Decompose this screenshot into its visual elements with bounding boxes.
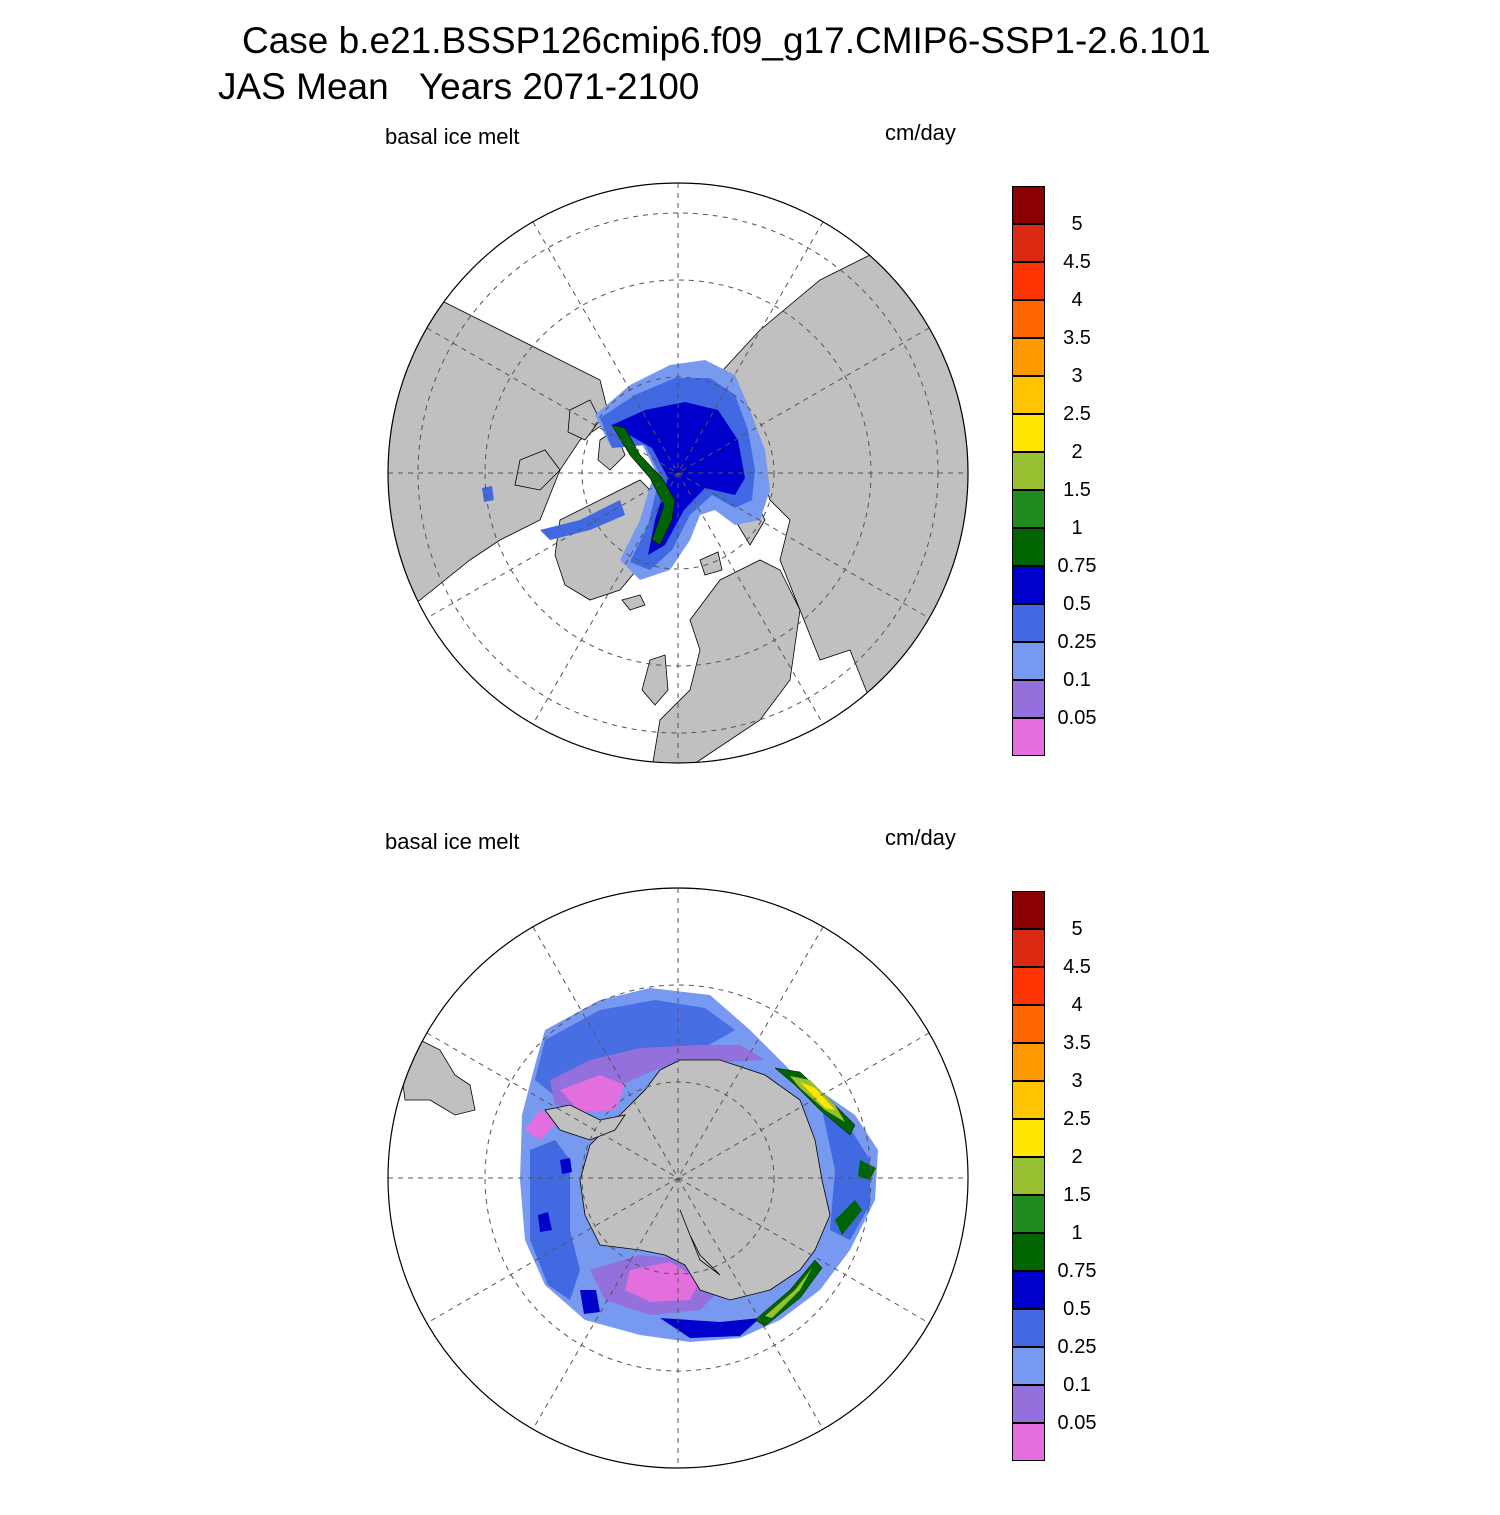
south-colorbar-swatch-5 xyxy=(1012,1043,1045,1081)
north-colorbar-swatch-8 xyxy=(1012,452,1045,490)
south-colorbar-tick-label: 0.5 xyxy=(1063,1298,1091,1320)
north-colorbar-tick-label: 0.75 xyxy=(1057,555,1097,577)
south-colorbar-swatch-10 xyxy=(1012,1233,1045,1271)
south-units-label: cm/day xyxy=(885,825,956,850)
north-colorbar-tick-label: 2.5 xyxy=(1063,403,1091,425)
south-colorbar-tick-label: 5 xyxy=(1071,918,1083,940)
south-colorbar-swatch-1 xyxy=(1012,891,1045,929)
north-colorbar-swatch-14 xyxy=(1012,680,1045,718)
south-colorbar-tick-label: 3.5 xyxy=(1063,1032,1091,1054)
south-colorbar-swatch-12 xyxy=(1012,1309,1045,1347)
south-colorbar-tick-label: 3 xyxy=(1071,1070,1083,1092)
south-colorbar-swatch-6 xyxy=(1012,1081,1045,1119)
south-colorbar-tick-label: 1 xyxy=(1071,1222,1083,1244)
south-america-land xyxy=(399,1039,476,1116)
north-colorbar-swatch-5 xyxy=(1012,338,1045,376)
north-colorbar-swatch-7 xyxy=(1012,414,1045,452)
south-colorbar-swatch-11 xyxy=(1012,1271,1045,1309)
south-variable-label: basal ice melt xyxy=(385,829,520,854)
north-colorbar-swatch-10 xyxy=(1012,528,1045,566)
south-colorbar-swatch-7 xyxy=(1012,1119,1045,1157)
south-colorbar-tick-label: 2.5 xyxy=(1063,1108,1091,1130)
north-colorbar-swatch-15 xyxy=(1012,718,1045,756)
south-colorbar-tick-label: 2 xyxy=(1071,1146,1083,1168)
north-colorbar-swatch-12 xyxy=(1012,604,1045,642)
north-colorbar-tick-label: 0.5 xyxy=(1063,593,1091,615)
south-colorbar-swatch-14 xyxy=(1012,1385,1045,1423)
north-colorbar-tick-label: 4.5 xyxy=(1063,251,1091,273)
south-colorbar-swatch-4 xyxy=(1012,1005,1045,1043)
north-colorbar-swatch-1 xyxy=(1012,186,1045,224)
south-colorbar-tick-label: 0.25 xyxy=(1057,1336,1097,1358)
north-units-label: cm/day xyxy=(885,120,956,145)
north-colorbar-tick-label: 1 xyxy=(1071,517,1083,539)
north-colorbar-tick-label: 2 xyxy=(1071,441,1083,463)
south-colorbar-swatch-15 xyxy=(1012,1423,1045,1461)
north-panel: basal ice melt cm/day xyxy=(0,110,1500,810)
south-colorbar-tick-label: 4.5 xyxy=(1063,956,1091,978)
north-colorbar-swatch-2 xyxy=(1012,224,1045,262)
antarctic-map xyxy=(387,887,969,1469)
north-colorbar-tick-label: 0.25 xyxy=(1057,631,1097,653)
north-colorbar-swatch-13 xyxy=(1012,642,1045,680)
north-colorbar-tick-label: 3 xyxy=(1071,365,1083,387)
north-colorbar-swatch-11 xyxy=(1012,566,1045,604)
north-colorbar-swatch-9 xyxy=(1012,490,1045,528)
south-colorbar-swatch-2 xyxy=(1012,929,1045,967)
south-colorbar-tick-label: 0.1 xyxy=(1063,1374,1091,1396)
figure-title-line1: Case b.e21.BSSP126cmip6.f09_g17.CMIP6-SS… xyxy=(242,20,1211,61)
south-colorbar-tick-label: 4 xyxy=(1071,994,1083,1016)
north-colorbar-swatch-3 xyxy=(1012,262,1045,300)
north-colorbar-swatch-4 xyxy=(1012,300,1045,338)
north-colorbar-tick-label: 0.05 xyxy=(1057,707,1097,729)
south-colorbar-tick-label: 0.05 xyxy=(1057,1412,1097,1434)
arctic-graticule xyxy=(388,183,968,763)
antarctic-peninsula-land xyxy=(544,1104,626,1141)
south-colorbar-tick-label: 1.5 xyxy=(1063,1184,1091,1206)
north-colorbar-tick-label: 0.1 xyxy=(1063,669,1091,691)
south-colorbar-tick-label: 0.75 xyxy=(1057,1260,1097,1282)
south-colorbar-swatch-13 xyxy=(1012,1347,1045,1385)
south-colorbar-swatch-8 xyxy=(1012,1157,1045,1195)
south-panel: basal ice melt cm/day xyxy=(0,815,1500,1515)
antarctic-graticule xyxy=(388,888,968,1468)
north-variable-label: basal ice melt xyxy=(385,124,520,149)
north-colorbar-tick-label: 1.5 xyxy=(1063,479,1091,501)
arctic-map xyxy=(387,182,969,764)
south-colorbar-swatch-9 xyxy=(1012,1195,1045,1233)
north-colorbar-tick-label: 3.5 xyxy=(1063,327,1091,349)
north-colorbar-tick-label: 4 xyxy=(1071,289,1083,311)
north-colorbar-tick-label: 5 xyxy=(1071,213,1083,235)
south-colorbar-swatch-3 xyxy=(1012,967,1045,1005)
figure-title-line2: JAS Mean Years 2071-2100 xyxy=(218,66,700,107)
north-colorbar-swatch-6 xyxy=(1012,376,1045,414)
